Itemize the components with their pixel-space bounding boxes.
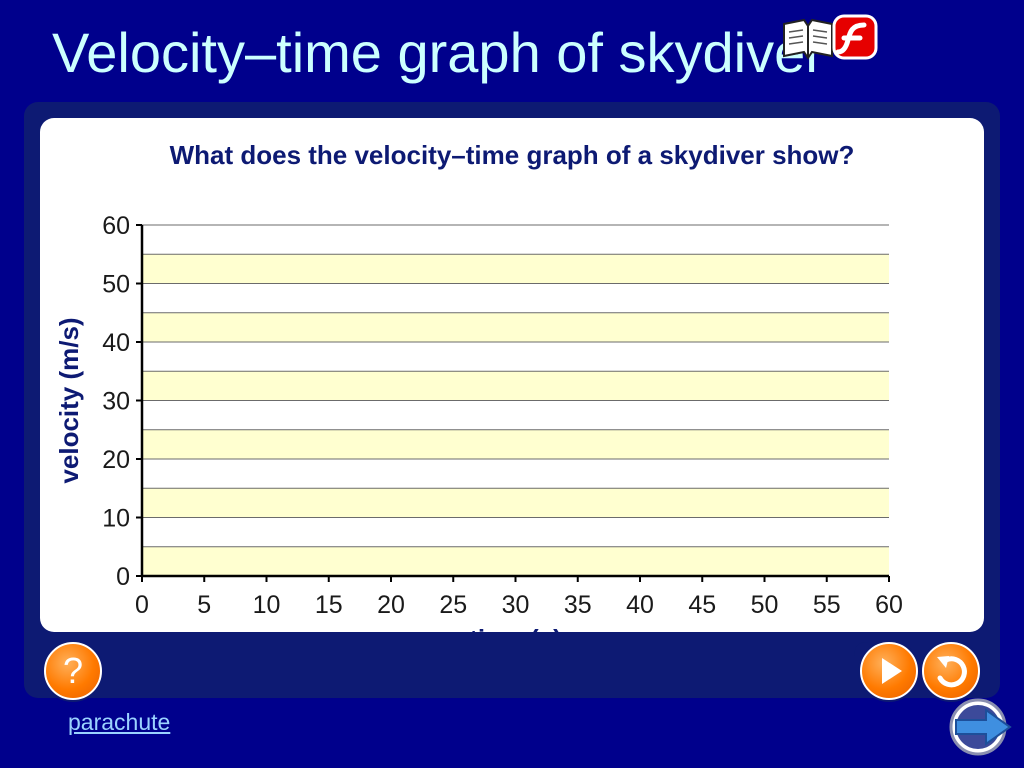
x-tick-label: 50 — [751, 591, 779, 619]
y-tick-label: 30 — [102, 388, 130, 416]
x-tick-label: 60 — [875, 591, 903, 619]
y-tick-label: 10 — [102, 505, 130, 533]
x-tick-label: 20 — [377, 591, 405, 619]
x-tick-label: 45 — [688, 591, 716, 619]
x-tick-label: 10 — [253, 591, 281, 619]
x-tick-label: 30 — [502, 591, 530, 619]
interactive-panel: What does the velocity–time graph of a s… — [24, 102, 1000, 700]
play-button[interactable] — [860, 642, 918, 700]
plot-band — [142, 371, 889, 401]
x-tick-label: 15 — [315, 591, 343, 619]
y-tick-label: 40 — [102, 329, 130, 357]
chart-question: What does the velocity–time graph of a s… — [169, 140, 855, 170]
plot-band — [142, 488, 889, 518]
plot-band — [142, 254, 889, 284]
velocity-time-chart: 0 10 20 30 40 50 60 0 5 10 15 20 25 30 35 40 45 50 55 60 tim… — [54, 212, 903, 632]
y-tick-label: 50 — [102, 271, 130, 299]
slide-title: Velocity–time graph of skydiver — [52, 21, 824, 84]
book-icon[interactable] — [783, 18, 833, 60]
x-tick-label: 5 — [197, 591, 211, 619]
plot-band — [142, 312, 889, 342]
graph-card: What does the velocity–time graph of a s… — [40, 118, 984, 632]
play-icon — [882, 658, 902, 684]
help-button[interactable]: ? — [44, 642, 102, 700]
plot-band — [142, 546, 889, 576]
x-axis-title: time (s) — [469, 624, 561, 632]
next-button[interactable] — [944, 696, 1016, 760]
flash-icon[interactable] — [832, 14, 878, 60]
y-axis-title: velocity (m/s) — [54, 317, 84, 483]
x-tick-label: 0 — [135, 591, 149, 619]
y-tick-label: 20 — [102, 446, 130, 474]
parachute-link[interactable]: parachute — [68, 709, 171, 735]
x-tick-label: 40 — [626, 591, 654, 619]
replay-button[interactable] — [922, 642, 980, 700]
replay-icon — [937, 656, 967, 688]
help-icon: ? — [62, 650, 84, 691]
x-tick-label: 25 — [439, 591, 467, 619]
y-tick-label: 60 — [102, 212, 130, 240]
x-tick-label: 55 — [813, 591, 841, 619]
y-tick-label: 0 — [116, 563, 130, 591]
x-tick-label: 35 — [564, 591, 592, 619]
plot-band — [142, 429, 889, 459]
next-arrow-icon — [949, 698, 1012, 756]
top-icons — [780, 12, 880, 64]
